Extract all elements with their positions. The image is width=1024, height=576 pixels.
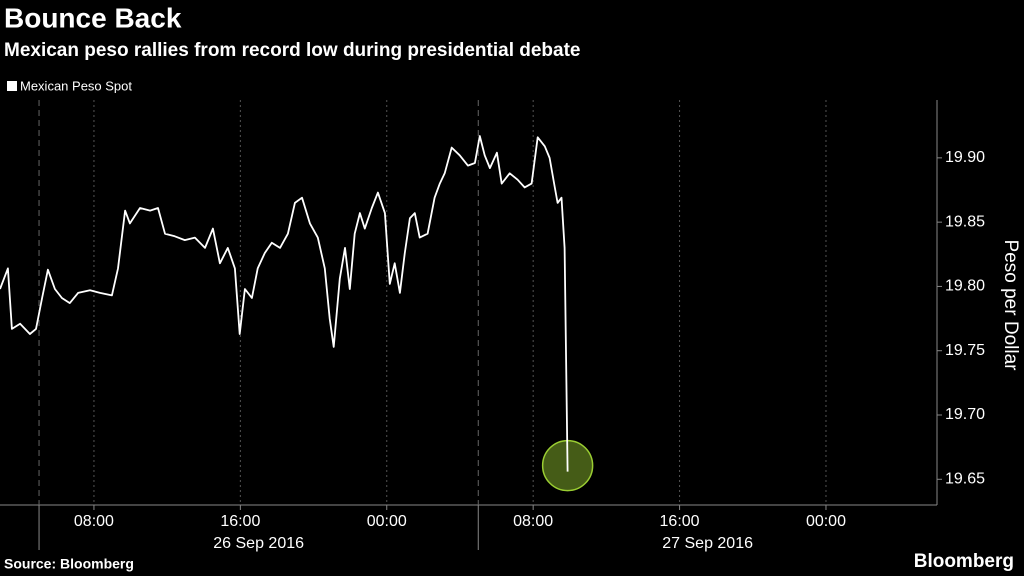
- y-tick-label: 19.85: [945, 213, 985, 230]
- legend-label: Mexican Peso Spot: [20, 78, 132, 93]
- date-label: 27 Sep 2016: [662, 535, 753, 552]
- line: [0, 135, 569, 472]
- chart-title: Bounce Back: [4, 2, 182, 33]
- chart-subtitle: Mexican peso rallies from record low dur…: [4, 40, 581, 61]
- y-tick-label: 19.75: [945, 342, 985, 359]
- x-tick-label: 16:00: [660, 513, 700, 530]
- legend-swatch: [7, 81, 17, 91]
- source: Source: Bloomberg: [4, 556, 134, 572]
- y-tick-label: 19.90: [945, 149, 985, 166]
- y-tick-label: 19.70: [945, 406, 985, 423]
- x-tick-label: 00:00: [367, 513, 407, 530]
- date-label: 26 Sep 2016: [213, 535, 304, 552]
- x-tick-label: 16:00: [220, 513, 260, 530]
- y-tick-label: 19.65: [945, 471, 985, 488]
- brand: Bloomberg: [914, 551, 1014, 572]
- x-tick-label: 08:00: [513, 513, 553, 530]
- x-tick-label: 00:00: [806, 513, 846, 530]
- x-tick-label: 08:00: [74, 513, 114, 530]
- y-tick-label: 19.80: [945, 278, 985, 295]
- y-axis-label: Peso per Dollar: [1000, 240, 1021, 372]
